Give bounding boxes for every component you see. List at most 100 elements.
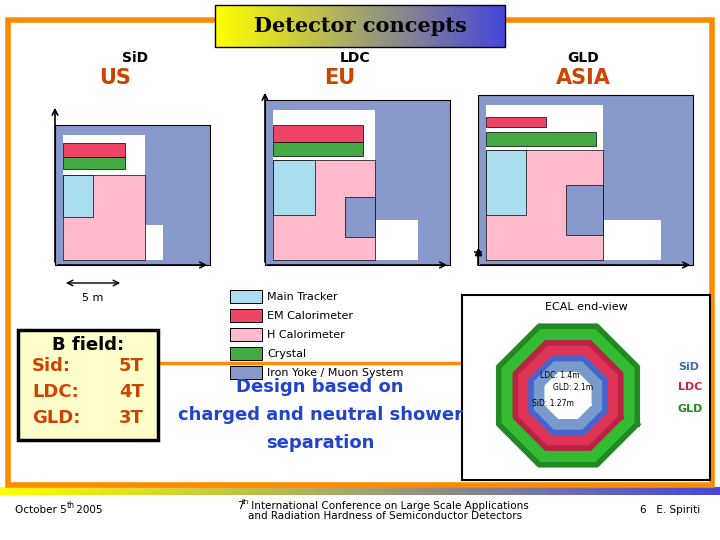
Bar xyxy=(248,5,252,47)
Bar xyxy=(444,5,448,47)
Bar xyxy=(262,5,266,47)
Bar xyxy=(338,5,343,47)
Bar xyxy=(531,487,541,495)
Bar xyxy=(684,487,693,495)
Bar xyxy=(374,5,379,47)
Bar xyxy=(360,487,369,495)
Bar xyxy=(450,487,459,495)
Bar xyxy=(287,5,292,47)
Bar xyxy=(451,5,455,47)
Bar xyxy=(378,5,382,47)
Bar xyxy=(576,487,585,495)
Text: and Radiation Hardness of Semiconductor Detectors: and Radiation Hardness of Semiconductor … xyxy=(248,511,522,521)
Text: 7: 7 xyxy=(237,501,243,511)
Bar xyxy=(251,5,256,47)
Bar xyxy=(27,487,37,495)
Bar xyxy=(144,487,153,495)
Text: 4T: 4T xyxy=(119,383,144,401)
Bar xyxy=(63,157,125,169)
Text: Main Tracker: Main Tracker xyxy=(267,292,338,302)
Bar xyxy=(215,5,505,47)
Bar xyxy=(230,328,262,341)
Bar xyxy=(63,487,73,495)
Polygon shape xyxy=(546,373,590,417)
Text: International Conference on Large Scale Applications: International Conference on Large Scale … xyxy=(248,501,528,511)
Bar xyxy=(603,105,665,220)
Bar xyxy=(189,487,199,495)
Bar xyxy=(81,487,91,495)
Bar xyxy=(273,110,418,260)
Bar xyxy=(145,135,202,225)
Bar xyxy=(346,5,350,47)
Bar xyxy=(486,117,546,127)
Text: EM Calorimeter: EM Calorimeter xyxy=(267,311,353,321)
Bar xyxy=(487,5,491,47)
Bar xyxy=(371,5,375,47)
Text: GLD: GLD xyxy=(678,404,703,415)
Bar xyxy=(603,487,613,495)
Text: Crystal: Crystal xyxy=(267,349,306,359)
Bar xyxy=(567,487,577,495)
Bar xyxy=(302,5,306,47)
Bar xyxy=(9,487,19,495)
Bar xyxy=(585,487,595,495)
Bar xyxy=(558,487,567,495)
Bar xyxy=(389,5,393,47)
Bar xyxy=(273,160,375,260)
Bar xyxy=(360,5,364,47)
Bar xyxy=(230,5,233,47)
Bar xyxy=(288,487,297,495)
Polygon shape xyxy=(531,359,605,433)
Bar xyxy=(486,105,661,260)
Bar xyxy=(230,347,262,360)
Bar xyxy=(447,5,451,47)
Bar xyxy=(666,487,675,495)
Bar xyxy=(364,5,368,47)
Bar xyxy=(494,5,498,47)
Bar xyxy=(230,366,262,379)
Bar xyxy=(468,487,477,495)
Bar xyxy=(280,5,284,47)
Text: 5 m: 5 m xyxy=(82,293,104,303)
Text: US: US xyxy=(99,68,131,88)
Bar xyxy=(298,5,302,47)
Bar xyxy=(335,5,338,47)
Bar xyxy=(675,487,685,495)
Bar xyxy=(498,5,502,47)
Bar xyxy=(279,487,289,495)
Bar xyxy=(422,5,426,47)
Bar xyxy=(462,5,466,47)
Bar xyxy=(243,487,253,495)
Bar xyxy=(345,197,375,237)
Bar xyxy=(135,487,145,495)
Bar xyxy=(405,487,415,495)
Bar xyxy=(478,95,693,265)
Bar xyxy=(273,125,363,142)
Text: GLD: GLD xyxy=(567,51,599,65)
Bar xyxy=(18,330,158,440)
Text: th: th xyxy=(242,499,249,505)
Bar xyxy=(315,487,325,495)
Bar xyxy=(99,487,109,495)
Text: EU: EU xyxy=(325,68,356,88)
Bar xyxy=(342,487,351,495)
Text: th: th xyxy=(67,502,75,510)
Text: 5T: 5T xyxy=(119,357,144,375)
Bar xyxy=(414,487,423,495)
Bar xyxy=(465,5,469,47)
Text: October 5: October 5 xyxy=(15,505,67,515)
Bar xyxy=(483,5,487,47)
Text: Sid:: Sid: xyxy=(32,357,71,375)
Bar xyxy=(331,5,335,47)
Text: ECAL end-view: ECAL end-view xyxy=(544,302,627,312)
Bar xyxy=(55,125,210,265)
Bar xyxy=(621,487,631,495)
Bar xyxy=(477,487,487,495)
Bar xyxy=(522,487,531,495)
Polygon shape xyxy=(499,326,637,465)
Bar xyxy=(469,5,473,47)
Bar xyxy=(367,5,372,47)
Bar xyxy=(418,5,422,47)
Text: SiD: SiD xyxy=(678,362,699,373)
Bar xyxy=(284,5,288,47)
